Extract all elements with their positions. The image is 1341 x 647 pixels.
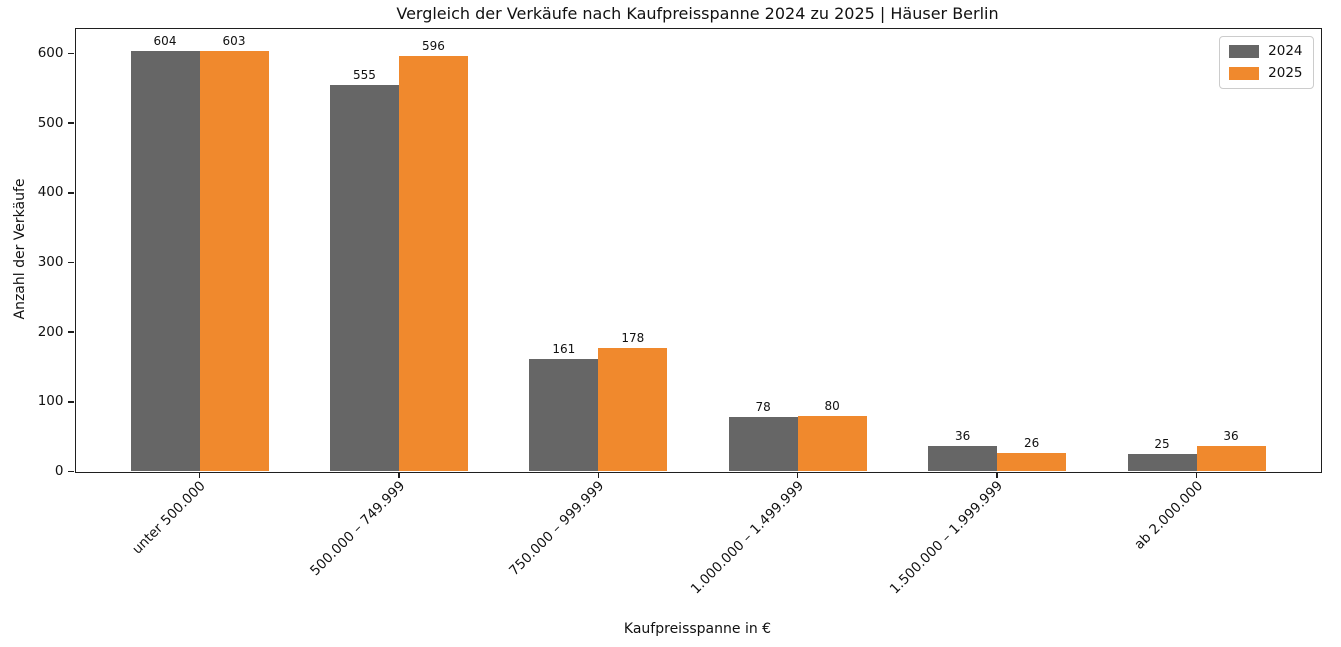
bar-2024-6 (1127, 454, 1197, 472)
y-tick-mark (67, 52, 74, 55)
x-tick-label: 750.000 – 999.999 (506, 477, 608, 579)
plot-area: 604 555 161 78 36 25 603 596 178 80 26 36 0 100 200 30… (38, 27, 1322, 597)
y-tick-mark (67, 331, 74, 333)
bar-value-label: 78 (755, 400, 771, 415)
y-tick-label: 600 (37, 45, 64, 62)
x-tick-mark (398, 471, 400, 478)
legend-swatch-2024 (1229, 44, 1260, 58)
bar-2024-4 (728, 417, 798, 472)
bar-2025-1 (199, 51, 269, 472)
bar-2024-3 (529, 359, 599, 472)
legend: 2024 2025 (1219, 35, 1314, 89)
y-tick-mark (67, 122, 74, 124)
bar-2024-5 (928, 446, 998, 472)
x-tick-mark (1195, 471, 1198, 478)
bar-value-label: 596 (421, 39, 445, 54)
y-tick-label: 300 (37, 254, 64, 271)
y-tick-label: 0 (54, 463, 64, 479)
y-tick-label: 400 (37, 184, 64, 201)
bar-value-label: 161 (552, 342, 576, 357)
x-tick-mark (996, 471, 998, 478)
y-tick-mark (67, 192, 74, 194)
legend-entry-2025: 2025 (1229, 64, 1303, 81)
bar-2025-6 (1196, 446, 1266, 472)
bar-2024-1 (130, 50, 200, 472)
y-tick-mark (67, 470, 74, 473)
bar-value-label: 36 (954, 429, 971, 444)
bar-2024-2 (329, 84, 399, 472)
x-tick-label: 1.000.000 – 1.499.999 (687, 477, 808, 597)
bar-value-label: 80 (824, 398, 840, 413)
x-tick-label: unter 500.000 (129, 477, 209, 557)
legend-label: 2025 (1268, 64, 1303, 81)
bar-value-label: 25 (1154, 437, 1170, 452)
bar-2025-5 (997, 453, 1067, 472)
y-tick-mark (67, 261, 74, 264)
x-tick-label: 500.000 – 749.999 (307, 477, 409, 579)
x-tick-mark (796, 471, 799, 478)
legend-label: 2024 (1268, 42, 1303, 59)
bar-value-label: 178 (621, 330, 645, 345)
y-tick-label: 200 (37, 323, 64, 340)
bar-2025-4 (797, 415, 867, 472)
bar-2025-3 (598, 347, 668, 472)
x-tick-mark (198, 471, 201, 478)
bar-2025-2 (398, 56, 468, 472)
y-tick-mark (67, 401, 74, 403)
x-tick-mark (597, 471, 600, 478)
x-tick-label: 1.500.000 – 1.999.999 (887, 477, 1007, 597)
y-tick-label: 100 (37, 393, 64, 410)
bar-value-label: 603 (222, 34, 246, 49)
bar-value-label: 604 (153, 33, 177, 48)
x-axis-title: Kaufpreisspanne in € (623, 621, 772, 637)
x-tick-label: ab 2.000.000 (1130, 477, 1206, 553)
chart-title: Vergleich der Verkäufe nach Kaufpreisspa… (396, 4, 999, 23)
legend-entry-2024: 2024 (1229, 42, 1303, 59)
legend-swatch-2025 (1229, 66, 1260, 80)
y-tick-label: 500 (37, 114, 64, 131)
bar-value-label: 36 (1223, 429, 1239, 444)
bar-value-label: 555 (352, 67, 376, 82)
bar-value-label: 26 (1023, 436, 1040, 451)
